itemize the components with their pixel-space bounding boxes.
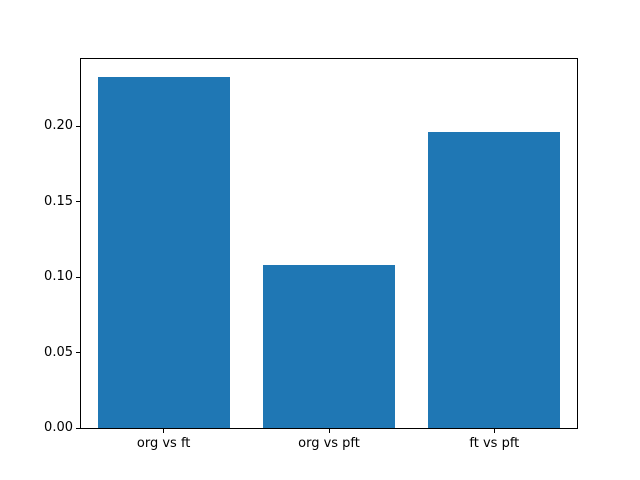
- y-tick-mark: [76, 125, 80, 127]
- x-tick-label: ft vs pft: [469, 436, 520, 451]
- x-tick-label: org vs ft: [136, 436, 191, 451]
- y-tick-mark: [76, 352, 80, 354]
- y-tick-label: 0.00: [44, 420, 73, 435]
- y-tick-mark: [76, 276, 80, 278]
- y-tick-mark: [76, 427, 80, 429]
- bar-org-vs-ft: [97, 76, 230, 428]
- y-tick-label: 0.05: [44, 344, 73, 360]
- bar-ft-vs-pft: [428, 132, 561, 428]
- y-tick-label: 0.10: [44, 269, 73, 285]
- x-tick-mark: [493, 429, 495, 433]
- y-tick-label: 0.20: [44, 118, 73, 134]
- x-tick-mark: [163, 429, 165, 433]
- plot-area: org vs ft org vs pft ft vs pft 0.00 0.05 0.10…: [44, 58, 578, 451]
- y-tick-label: 0.15: [44, 193, 73, 209]
- bar-org-vs-pft: [262, 265, 396, 428]
- y-tick-mark: [76, 201, 80, 203]
- x-tick-label: org vs pft: [298, 436, 360, 451]
- x-tick-mark: [328, 429, 330, 433]
